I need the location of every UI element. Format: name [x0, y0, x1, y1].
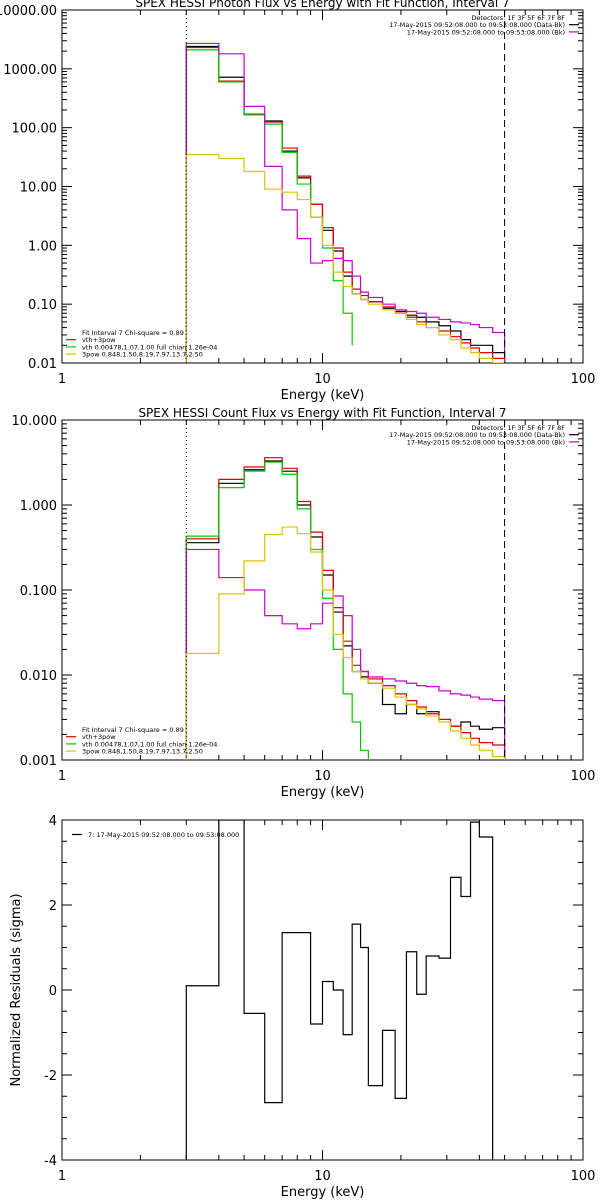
series-line-2: [185, 46, 506, 363]
legend-left: Fit Interval 7 Chi-square = 0.89vth+3pow…: [66, 726, 217, 756]
y-axis-label: Normalized Residuals (sigma): [9, 893, 24, 1086]
series-line-5: [185, 526, 506, 760]
series-group: [185, 42, 506, 363]
legend-entry: vth+3pow: [82, 733, 116, 741]
y-tick-label: 0: [49, 984, 57, 999]
series-line-3: [185, 461, 369, 760]
y-tick-label: -4: [44, 1154, 57, 1169]
series-group: [185, 457, 506, 760]
chart-title: SPEX HESSI Photon Flux vs Energy with Fi…: [135, 0, 509, 10]
series-line-3: [185, 49, 353, 363]
chart-panel-1: SPEX HESSI Photon Flux vs Energy with Fi…: [0, 0, 595, 403]
y-tick-label: 0.001: [20, 754, 57, 769]
x-axis-label: Energy (keV): [281, 1185, 365, 1200]
y-tick-label: 10000.00: [0, 4, 57, 19]
legend-entry: vth 0.00478,1.07,1.00 full chian 1.26e-0…: [82, 343, 217, 351]
y-tick-label: 0.100: [20, 584, 57, 599]
legend-entry: Detectors: 1F 3F 5F 6F 7F 8F: [471, 424, 565, 432]
legend-right: Detectors: 1F 3F 5F 6F 7F 8F17-May-2015 …: [389, 14, 579, 36]
legend-entry: vth+3pow: [82, 336, 116, 344]
series-line-2: [185, 457, 506, 760]
y-tick-label: 4: [49, 814, 57, 829]
x-tick-label: 10: [314, 769, 331, 784]
legend-entry: vth 0.00478,1.07,1.00 full chian 1.26e-0…: [82, 740, 217, 748]
x-tick-label: 100: [571, 769, 596, 784]
y-tick-label: 1.000: [20, 499, 57, 514]
x-tick-label: 10: [314, 372, 331, 387]
chart-panel-3: 1 10 100 4 2 0 -2 -4 Energy (keV) Normalized Resi…: [9, 814, 595, 1200]
y-tick-label: 10.00: [20, 181, 57, 196]
y-tick-label: 0.010: [20, 669, 57, 684]
x-tick-label: 100: [571, 1169, 596, 1184]
series-line-1: [185, 45, 506, 363]
legend-entry: 17-May-2015 09:52:08.000 to 09:53:08.000…: [389, 431, 565, 439]
legend-entry: 17-May-2015 09:52:08.000 to 09:53:08.000…: [389, 21, 565, 29]
series-line-4: [185, 42, 506, 363]
legend-entry: 7: 17-May-2015 09:52:08.000 to 09:53:08.…: [88, 831, 239, 839]
legend-left: 7: 17-May-2015 09:52:08.000 to 09:53:08.…: [72, 831, 239, 839]
legend-entry: 17-May-2015 09:52:08.000 to 09:53:08.000…: [407, 28, 565, 36]
x-tick-label: 1: [58, 1169, 66, 1184]
legend-entry: Fit Interval 7 Chi-square = 0.89: [82, 329, 184, 337]
legend-entry: Fit Interval 7 Chi-square = 0.89: [82, 726, 184, 734]
series-line-1: [185, 460, 506, 760]
y-tick-label: -2: [44, 1069, 57, 1084]
y-tick-label: 1.00: [28, 239, 57, 254]
y-tick-label: 0.10: [28, 298, 57, 313]
series-line-1: [185, 820, 494, 1160]
legend-entry: 3pow 0.848,1.50,8.19,7.97,13.7,2.50: [82, 748, 203, 756]
y-tick-label: 100.00: [12, 122, 58, 137]
legend-entry: Detectors: 1F 3F 5F 6F 7F 8F: [471, 14, 565, 22]
x-tick-label: 1: [58, 769, 66, 784]
x-tick-label: 100: [571, 372, 596, 387]
x-axis-label: Energy (keV): [281, 785, 365, 800]
chart-title: SPEX HESSI Count Flux vs Energy with Fit…: [138, 406, 506, 420]
legend-entry: 17-May-2015 09:52:08.000 to 09:53:08.000…: [407, 438, 565, 446]
chart-panel-2: SPEX HESSI Count Flux vs Energy with Fit…: [12, 406, 596, 800]
series-group: [185, 820, 494, 1160]
legend-left: Fit Interval 7 Chi-square = 0.89vth+3pow…: [66, 329, 217, 359]
series-line-5: [185, 153, 506, 363]
x-axis-label: Energy (keV): [281, 388, 365, 403]
series-line-4: [185, 548, 506, 760]
y-tick-label: 10.000: [12, 414, 58, 429]
y-tick-label: 2: [49, 899, 57, 914]
legend-right: Detectors: 1F 3F 5F 6F 7F 8F17-May-2015 …: [389, 424, 579, 446]
x-tick-label: 1: [58, 372, 66, 387]
legend-entry: 3pow 0.848,1.50,8.19,7.97,13.7,2.50: [82, 351, 203, 359]
y-tick-label: 0.01: [28, 357, 57, 372]
y-tick-label: 1000.00: [3, 63, 57, 78]
x-tick-label: 10: [314, 1169, 331, 1184]
